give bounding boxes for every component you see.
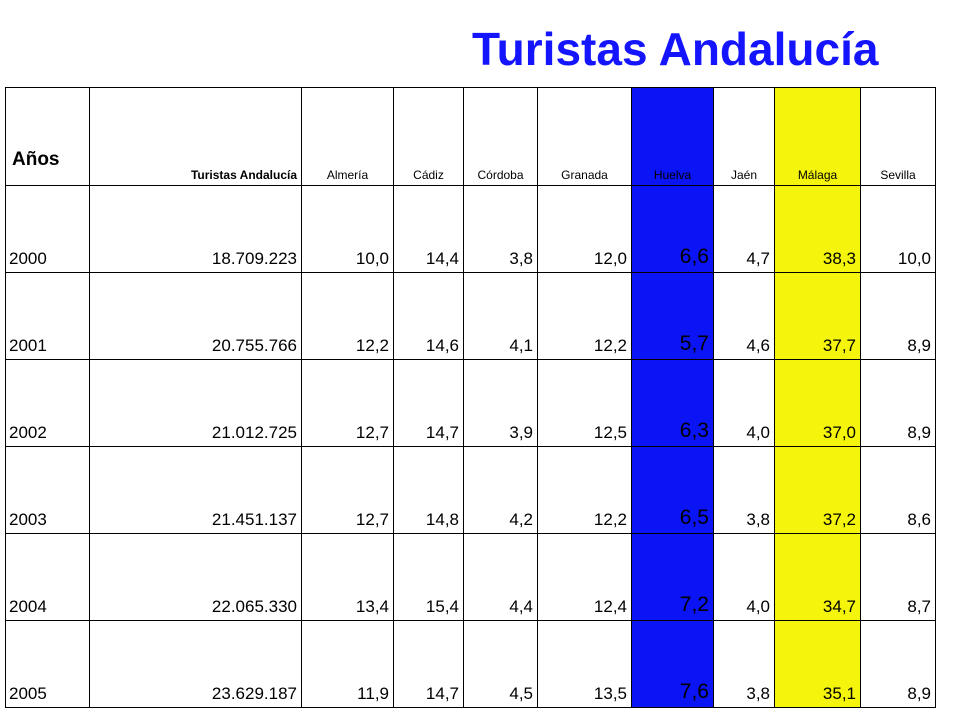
- cell-granada: 12,2: [537, 446, 632, 534]
- col-header-years: Años: [5, 87, 90, 186]
- cell-almeria: 12,7: [301, 359, 394, 447]
- cell-almeria: 12,7: [301, 446, 394, 534]
- col-header-sevilla: Sevilla: [860, 87, 936, 186]
- cell-jaen: 4,0: [713, 359, 775, 447]
- cell-sevilla: 10,0: [860, 185, 936, 273]
- cell-jaen: 4,6: [713, 272, 775, 360]
- cell-granada: 13,5: [537, 620, 632, 708]
- cell-granada: 12,4: [537, 533, 632, 621]
- cell-year: 2004: [5, 533, 90, 621]
- cell-total: 23.629.187: [89, 620, 302, 708]
- cell-total: 20.755.766: [89, 272, 302, 360]
- cell-sevilla: 8,9: [860, 359, 936, 447]
- cell-year: 2000: [5, 185, 90, 273]
- page-title: Turistas Andalucía: [472, 23, 879, 75]
- cell-year: 2003: [5, 446, 90, 534]
- cell-cordoba: 3,8: [463, 185, 538, 273]
- cell-malaga: 37,2: [774, 446, 861, 534]
- table-row: 2004 22.065.330 13,4 15,4 4,4 12,4 7,2 4…: [5, 533, 936, 621]
- cell-huelva: 6,6: [631, 185, 714, 273]
- cell-almeria: 12,2: [301, 272, 394, 360]
- cell-jaen: 4,0: [713, 533, 775, 621]
- cell-malaga: 35,1: [774, 620, 861, 708]
- cell-huelva: 6,5: [631, 446, 714, 534]
- cell-huelva: 7,2: [631, 533, 714, 621]
- cell-cadiz: 14,7: [393, 359, 464, 447]
- cell-total: 21.451.137: [89, 446, 302, 534]
- cell-jaen: 4,7: [713, 185, 775, 273]
- cell-cordoba: 3,9: [463, 359, 538, 447]
- cell-cadiz: 14,4: [393, 185, 464, 273]
- cell-cadiz: 14,7: [393, 620, 464, 708]
- cell-sevilla: 8,9: [860, 272, 936, 360]
- cell-total: 18.709.223: [89, 185, 302, 273]
- cell-granada: 12,2: [537, 272, 632, 360]
- tourism-table: Años Turistas Andalucía Almería Cádiz Có…: [5, 87, 936, 708]
- cell-huelva: 5,7: [631, 272, 714, 360]
- cell-cordoba: 4,1: [463, 272, 538, 360]
- cell-huelva: 6,3: [631, 359, 714, 447]
- cell-cadiz: 14,6: [393, 272, 464, 360]
- cell-sevilla: 8,9: [860, 620, 936, 708]
- col-header-jaen: Jaén: [713, 87, 775, 186]
- col-header-almeria: Almería: [301, 87, 394, 186]
- col-header-cordoba: Córdoba: [463, 87, 538, 186]
- cell-sevilla: 8,7: [860, 533, 936, 621]
- cell-malaga: 37,7: [774, 272, 861, 360]
- cell-almeria: 13,4: [301, 533, 394, 621]
- cell-granada: 12,5: [537, 359, 632, 447]
- col-header-granada: Granada: [537, 87, 632, 186]
- cell-cordoba: 4,4: [463, 533, 538, 621]
- table-row: 2000 18.709.223 10,0 14,4 3,8 12,0 6,6 4…: [5, 185, 936, 273]
- table-row: 2001 20.755.766 12,2 14,6 4,1 12,2 5,7 4…: [5, 272, 936, 360]
- col-header-huelva: Huelva: [631, 87, 714, 186]
- cell-year: 2001: [5, 272, 90, 360]
- header-row: Años Turistas Andalucía Almería Cádiz Có…: [5, 87, 936, 186]
- cell-sevilla: 8,6: [860, 446, 936, 534]
- table-row: 2003 21.451.137 12,7 14,8 4,2 12,2 6,5 3…: [5, 446, 936, 534]
- cell-malaga: 38,3: [774, 185, 861, 273]
- cell-cordoba: 4,2: [463, 446, 538, 534]
- cell-almeria: 10,0: [301, 185, 394, 273]
- cell-total: 22.065.330: [89, 533, 302, 621]
- cell-malaga: 37,0: [774, 359, 861, 447]
- cell-jaen: 3,8: [713, 620, 775, 708]
- col-header-malaga: Málaga: [774, 87, 861, 186]
- cell-cadiz: 15,4: [393, 533, 464, 621]
- cell-total: 21.012.725: [89, 359, 302, 447]
- cell-cordoba: 4,5: [463, 620, 538, 708]
- cell-year: 2002: [5, 359, 90, 447]
- table-row: 2005 23.629.187 11,9 14,7 4,5 13,5 7,6 3…: [5, 620, 936, 708]
- cell-jaen: 3,8: [713, 446, 775, 534]
- cell-granada: 12,0: [537, 185, 632, 273]
- cell-malaga: 34,7: [774, 533, 861, 621]
- cell-cadiz: 14,8: [393, 446, 464, 534]
- table-row: 2002 21.012.725 12,7 14,7 3,9 12,5 6,3 4…: [5, 359, 936, 447]
- col-header-total: Turistas Andalucía: [89, 87, 302, 186]
- cell-huelva: 7,6: [631, 620, 714, 708]
- col-header-cadiz: Cádiz: [393, 87, 464, 186]
- cell-year: 2005: [5, 620, 90, 708]
- cell-almeria: 11,9: [301, 620, 394, 708]
